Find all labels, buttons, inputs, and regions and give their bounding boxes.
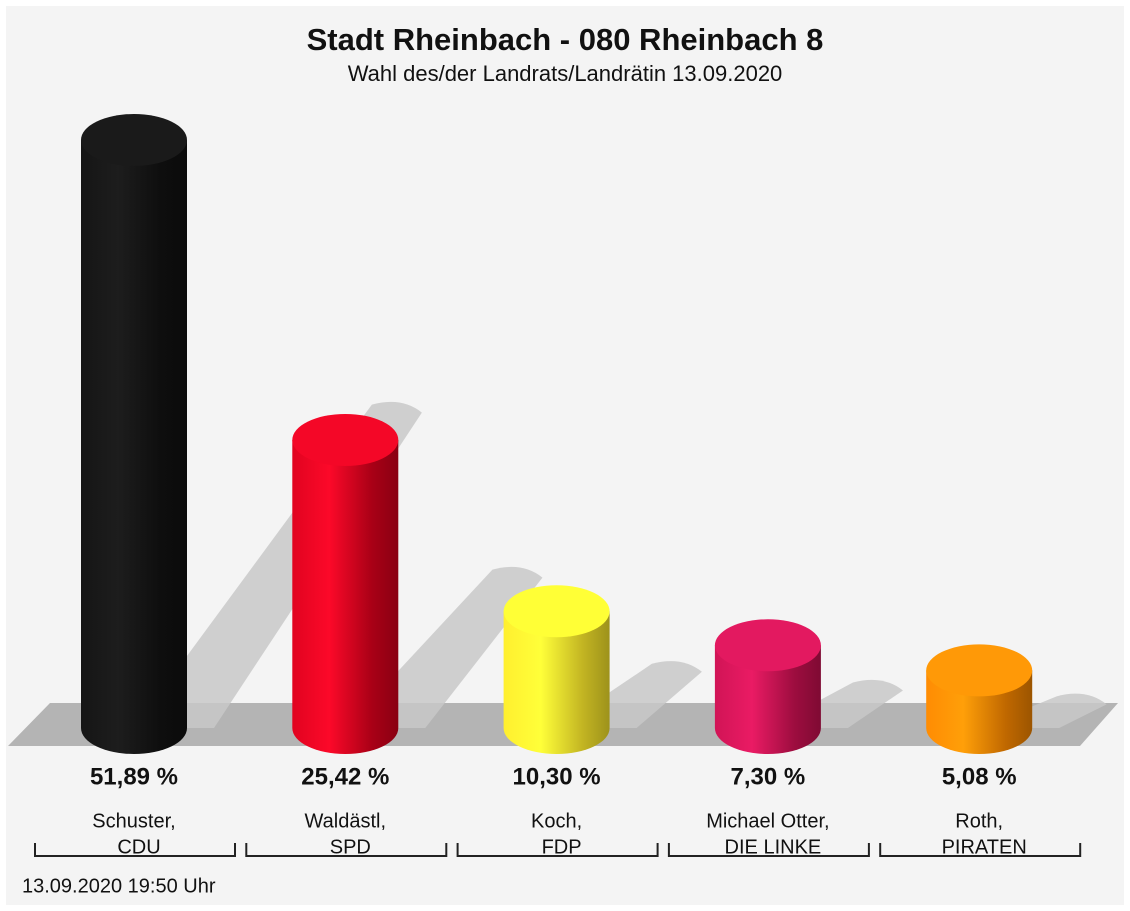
bar	[503, 585, 702, 754]
value-label: 5,08 %	[942, 763, 1017, 790]
value-label: 7,30 %	[731, 763, 806, 790]
category-bracket	[245, 843, 448, 857]
category-bracket	[456, 843, 659, 857]
bar	[926, 644, 1107, 755]
bar-body	[503, 611, 610, 754]
bar-body	[714, 645, 821, 755]
bar-top	[81, 114, 187, 166]
category-label: PIRATEN	[942, 836, 1027, 858]
bar-top	[292, 413, 399, 466]
category-label: Schuster,	[92, 810, 175, 832]
category-label: SPD	[330, 836, 371, 858]
category-label: Michael Otter,	[706, 810, 829, 832]
category-label: Roth,	[955, 810, 1003, 832]
bar	[714, 619, 903, 755]
category-bracket	[879, 843, 1082, 857]
bar-top	[503, 585, 610, 638]
category-bracket	[667, 843, 870, 857]
chart-title: Stadt Rheinbach - 080 Rheinbach 8	[307, 22, 824, 57]
category-label: Koch,	[531, 810, 582, 832]
bar-body	[292, 439, 399, 755]
category-label: DIE LINKE	[725, 836, 822, 858]
value-label: 10,30 %	[513, 763, 601, 790]
bar-top	[926, 644, 1033, 697]
value-label: 51,89 %	[90, 763, 178, 790]
timestamp: 13.09.2020 19:50 Uhr	[22, 875, 216, 897]
bar-top	[714, 619, 821, 672]
bar	[292, 413, 543, 755]
category-label: Waldästl,	[305, 810, 387, 832]
bar-body	[81, 140, 187, 754]
value-label: 25,42 %	[301, 763, 389, 790]
category-label: CDU	[117, 836, 160, 858]
background	[6, 6, 1124, 905]
chart-subtitle: Wahl des/der Landrats/Landrätin 13.09.20…	[348, 61, 783, 86]
category-label: FDP	[542, 836, 582, 858]
category-bracket	[34, 843, 236, 857]
